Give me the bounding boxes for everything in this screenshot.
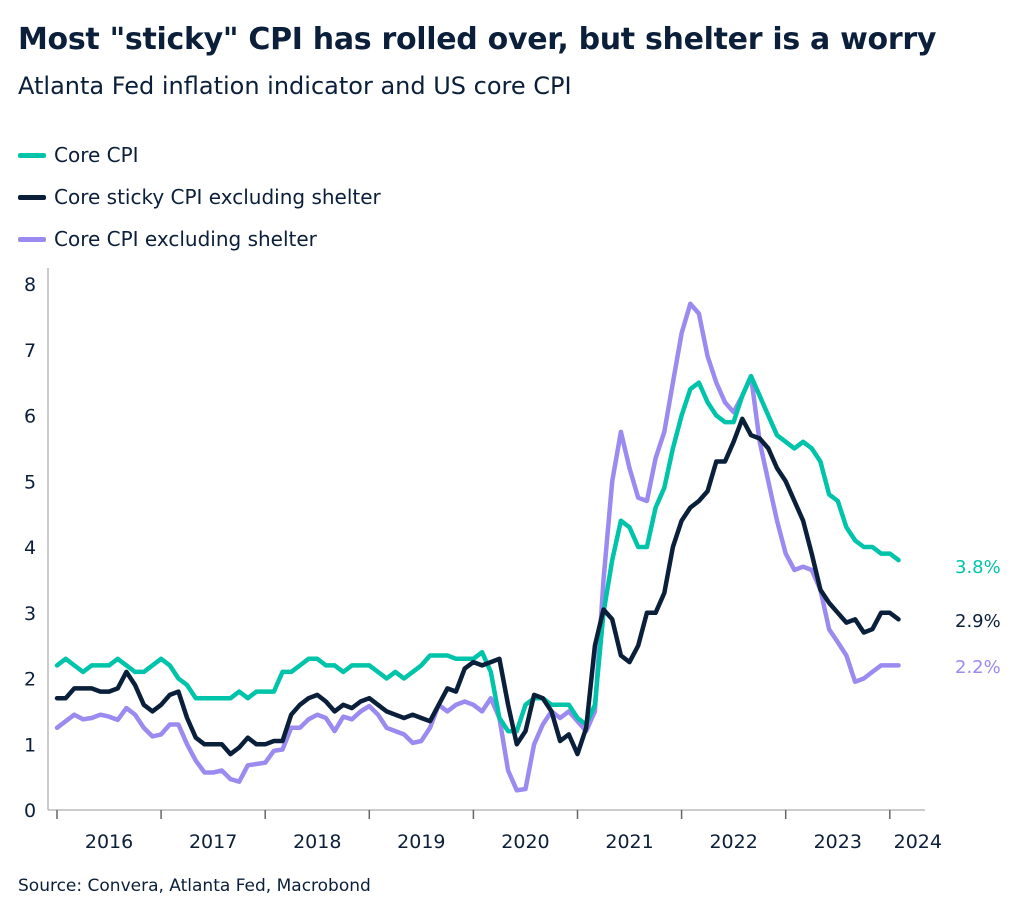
legend-item-core-cpi: Core CPI — [18, 134, 381, 176]
y-tick-label: 1 — [24, 734, 36, 756]
end-value-label: 2.9% — [955, 611, 1001, 632]
x-tick-label: 2016 — [85, 831, 133, 853]
x-tick-label: 2018 — [293, 831, 341, 853]
y-tick-label: 8 — [24, 274, 36, 296]
end-value-label: 2.2% — [955, 657, 1001, 678]
x-tick-label: 2022 — [709, 831, 757, 853]
x-tick-label: 2021 — [605, 831, 653, 853]
x-tick-label: 2024 — [894, 831, 942, 853]
x-tick-label: 2020 — [501, 831, 549, 853]
chart-title: Most "sticky" CPI has rolled over, but s… — [18, 22, 937, 57]
source-note: Source: Convera, Atlanta Fed, Macrobond — [18, 876, 371, 896]
legend-swatch — [18, 152, 46, 158]
series-line-core-cpi — [54, 373, 901, 734]
y-tick-label: 0 — [24, 800, 36, 822]
y-tick-label: 4 — [24, 537, 36, 559]
y-tick-label: 7 — [24, 340, 36, 362]
legend-label: Core CPI excluding shelter — [54, 227, 317, 251]
y-tick-label: 3 — [24, 603, 36, 625]
legend-item-core-ex-shelter: Core CPI excluding shelter — [18, 218, 381, 260]
legend-label: Core sticky CPI excluding shelter — [54, 185, 381, 209]
series-line-core-sticky-cpi-excluding-shelter — [54, 416, 901, 757]
legend-item-sticky-ex-shelter: Core sticky CPI excluding shelter — [18, 176, 381, 218]
y-tick-label: 5 — [24, 471, 36, 493]
y-tick-label: 2 — [24, 669, 36, 691]
legend: Core CPI Core sticky CPI excluding shelt… — [18, 134, 381, 260]
x-tick-label: 2017 — [189, 831, 237, 853]
chart-subtitle: Atlanta Fed inflation indicator and US c… — [18, 72, 572, 100]
series-line-core-cpi-excluding-shelter — [54, 301, 901, 793]
legend-swatch — [18, 194, 46, 200]
x-tick-label: 2019 — [397, 831, 445, 853]
y-tick-label: 6 — [24, 406, 36, 428]
legend-swatch — [18, 236, 46, 242]
legend-label: Core CPI — [54, 143, 139, 167]
x-tick-label: 2023 — [814, 831, 862, 853]
end-value-label: 3.8% — [955, 557, 1001, 578]
